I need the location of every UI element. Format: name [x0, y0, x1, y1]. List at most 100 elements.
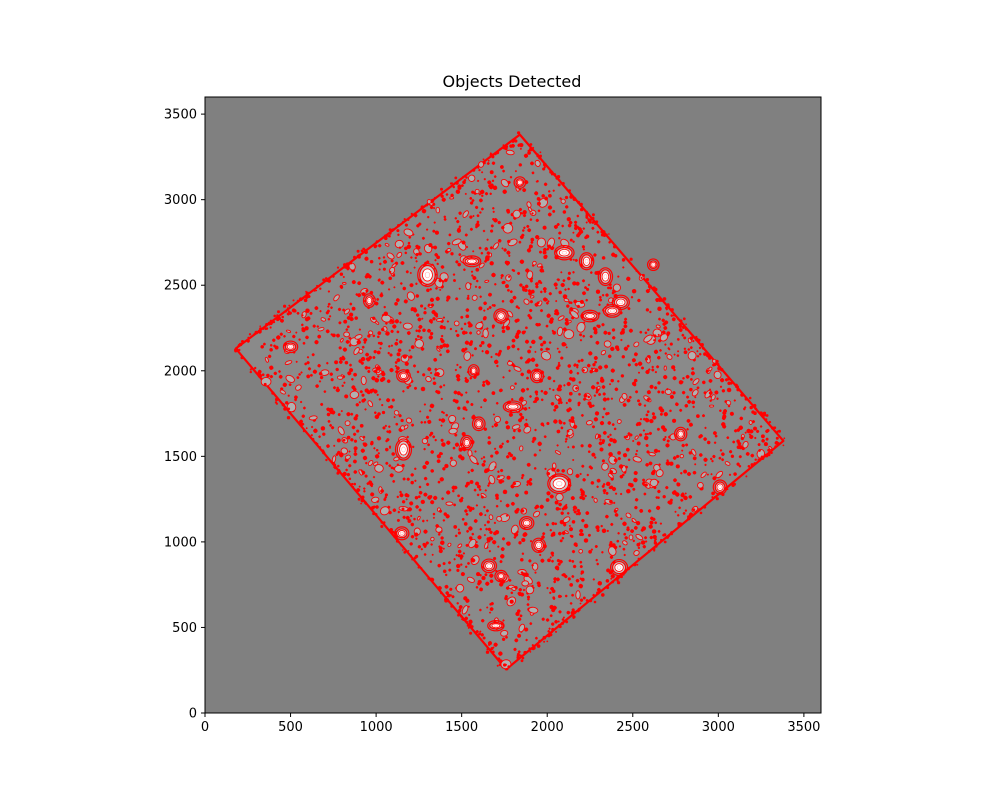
- detection-marker: [388, 276, 393, 281]
- detection-marker: [571, 316, 575, 320]
- detection-marker: [666, 459, 669, 462]
- detection-marker: [675, 402, 678, 405]
- detection-marker: [253, 366, 257, 370]
- detection-marker: [475, 630, 479, 634]
- detection-marker: [471, 190, 475, 194]
- edge-detection-marker: [380, 521, 383, 524]
- detection-marker: [435, 524, 439, 528]
- detection-marker: [397, 348, 402, 353]
- detection-marker: [602, 392, 606, 396]
- detection-marker: [572, 240, 575, 243]
- detection-marker: [355, 403, 359, 407]
- detection-marker: [540, 398, 544, 402]
- detection-marker: [633, 341, 640, 348]
- edge-detection-marker: [487, 159, 490, 162]
- edge-detection-marker: [486, 648, 489, 651]
- detection-marker: [433, 207, 436, 210]
- edge-detection-marker: [428, 203, 431, 206]
- detection-marker: [544, 299, 547, 302]
- edge-detection-marker: [558, 179, 561, 182]
- detection-marker: [295, 331, 298, 334]
- edge-detection-marker: [578, 608, 581, 612]
- detection-marker: [496, 364, 499, 368]
- detection-marker: [533, 453, 537, 457]
- detection-marker: [644, 331, 648, 335]
- detection-marker: [608, 241, 611, 244]
- detection-marker: [413, 517, 416, 521]
- detection-marker: [529, 300, 534, 304]
- detection-marker: [372, 316, 376, 320]
- detection-marker: [561, 468, 566, 473]
- edge-detection-marker: [783, 437, 786, 440]
- detection-marker: [562, 616, 565, 619]
- detection-marker: [418, 485, 422, 489]
- edge-detection-marker: [528, 647, 532, 651]
- edge-detection-marker: [767, 448, 770, 452]
- edge-detection-marker: [633, 562, 637, 567]
- detection-marker: [345, 328, 349, 331]
- detection-marker: [442, 519, 446, 522]
- detection-marker: [569, 238, 573, 242]
- edge-detection-marker: [465, 176, 468, 179]
- edge-detection-marker: [269, 326, 272, 329]
- detection-marker: [692, 405, 695, 409]
- detection-marker: [389, 368, 394, 373]
- detection-marker: [599, 438, 602, 441]
- edge-detection-marker: [361, 495, 365, 499]
- detection-marker: [733, 399, 736, 402]
- detection-marker: [555, 493, 564, 502]
- edge-detection-marker: [374, 513, 378, 516]
- detection-marker: [327, 420, 331, 423]
- detection-marker: [487, 484, 490, 487]
- edge-detection-marker: [637, 557, 640, 560]
- detection-marker: [555, 177, 558, 180]
- detection-marker: [514, 170, 517, 173]
- detection-marker: [705, 369, 709, 373]
- detection-marker: [292, 334, 296, 339]
- detection-marker: [583, 523, 589, 529]
- edge-detection-marker: [259, 327, 263, 331]
- edge-detection-marker: [520, 659, 524, 663]
- detection-marker: [461, 605, 469, 615]
- detection-marker: [534, 428, 537, 432]
- edge-detection-marker: [265, 327, 269, 330]
- detection-marker: [664, 320, 669, 325]
- edge-detection-marker: [372, 505, 376, 509]
- detection-marker: [545, 498, 550, 502]
- detection-marker: [376, 297, 380, 301]
- detection-marker: [446, 490, 451, 495]
- detection-marker: [569, 583, 574, 587]
- detection-marker: [257, 329, 262, 334]
- detection-marker: [510, 591, 514, 595]
- detection-marker: [442, 316, 445, 319]
- detection-marker: [450, 252, 454, 256]
- detection-marker: [466, 529, 470, 533]
- detection-marker: [587, 363, 591, 368]
- detection-marker: [429, 297, 435, 302]
- bright-source: [712, 479, 728, 495]
- detection-marker: [373, 369, 378, 374]
- bright-source: [480, 558, 498, 574]
- detection-marker: [516, 530, 519, 534]
- detection-marker: [340, 410, 343, 413]
- detection-marker: [758, 449, 761, 452]
- detection-marker: [378, 243, 382, 248]
- detection-marker: [351, 306, 356, 311]
- detection-marker: [608, 286, 613, 290]
- detection-marker: [557, 361, 561, 365]
- detection-marker: [682, 376, 685, 380]
- detection-marker: [346, 435, 351, 440]
- detection-marker: [654, 521, 658, 525]
- detection-marker: [381, 410, 386, 415]
- edge-detection-marker: [384, 234, 388, 238]
- detection-marker: [698, 352, 702, 356]
- detection-marker: [478, 285, 482, 289]
- detection-marker: [430, 536, 435, 542]
- edge-detection-marker: [316, 284, 319, 287]
- detection-marker: [286, 312, 290, 316]
- edge-detection-marker: [543, 166, 546, 169]
- detection-marker: [579, 339, 583, 342]
- detection-marker: [637, 371, 640, 374]
- detection-marker: [336, 464, 340, 468]
- detection-marker: [376, 436, 382, 441]
